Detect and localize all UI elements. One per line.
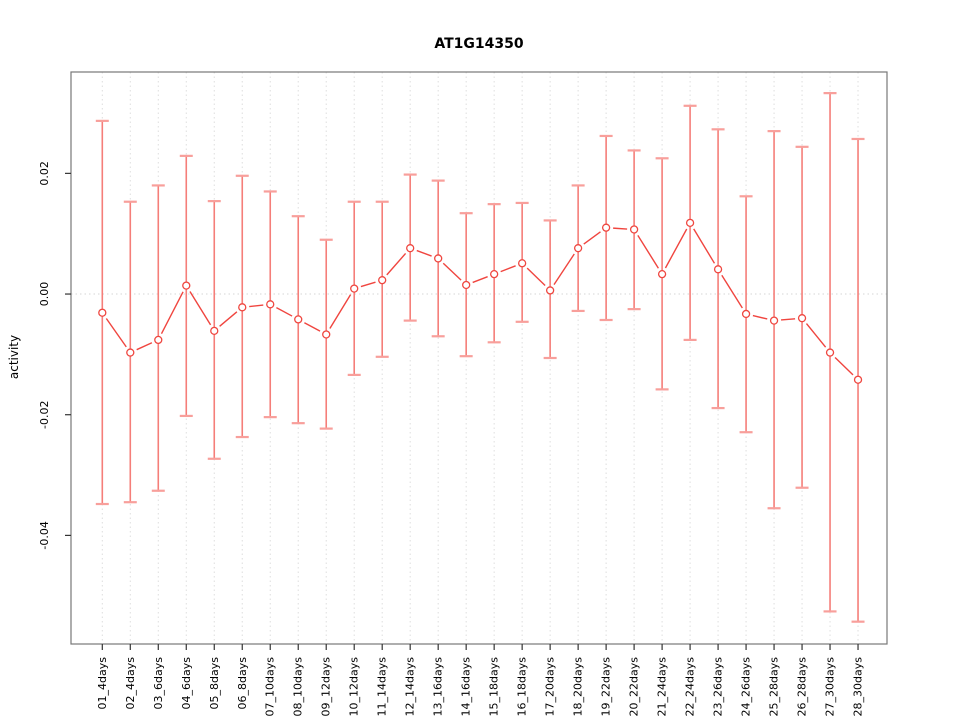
x-tick-label: 13_16days — [432, 657, 445, 717]
data-point-marker — [657, 269, 667, 279]
series-segment — [189, 291, 212, 326]
data-point-marker — [713, 265, 723, 274]
x-tick-label: 14_16days — [460, 657, 473, 717]
series-segment — [136, 342, 153, 351]
data-point-marker — [685, 218, 695, 227]
data-point-marker — [322, 330, 331, 339]
y-tick-label: -0.02 — [38, 400, 51, 428]
series-segment — [105, 318, 127, 348]
x-tick-label: 23_26days — [712, 657, 725, 717]
data-point-marker — [294, 315, 303, 324]
x-tick-label: 21_24days — [656, 657, 669, 717]
x-tick-label: 25_28days — [768, 657, 781, 717]
data-point-marker — [853, 375, 863, 384]
x-tick-label: 24_26days — [740, 657, 753, 717]
series-segment — [304, 322, 321, 332]
series-segment — [526, 267, 546, 287]
series-segment — [693, 228, 716, 264]
series-segment — [752, 314, 768, 320]
x-tick-label: 19_22days — [600, 657, 613, 717]
data-point-marker — [545, 286, 555, 295]
series-segment — [329, 294, 352, 329]
x-tick-label: 11_14days — [376, 657, 389, 717]
series-segment — [664, 228, 688, 269]
x-tick-label: 15_18days — [488, 657, 501, 717]
x-tick-label: 09_12days — [320, 657, 333, 717]
data-point-marker — [238, 303, 247, 312]
series-segment — [583, 231, 601, 245]
data-point-marker — [741, 309, 751, 319]
series-segment — [249, 304, 264, 308]
series-segment — [160, 291, 184, 334]
data-point-marker — [350, 284, 359, 293]
data-point-marker — [629, 225, 639, 234]
data-point-marker — [601, 223, 611, 232]
data-point-marker — [406, 244, 415, 253]
x-tick-label: 03_6days — [152, 657, 165, 710]
x-tick-label: 04_6days — [180, 657, 193, 710]
series-segment — [219, 311, 238, 327]
series-segment — [442, 262, 462, 281]
series-segment — [780, 318, 796, 321]
y-tick-label: 0.00 — [38, 282, 51, 307]
data-point-marker — [154, 335, 163, 345]
x-tick-label: 16_18days — [516, 657, 529, 717]
series-segment — [386, 252, 407, 276]
x-tick-label: 12_14days — [404, 657, 417, 717]
x-tick-label: 26_28days — [796, 657, 809, 717]
x-tick-label: 18_20days — [572, 657, 585, 717]
x-tick-label: 10_12days — [348, 657, 361, 717]
series-segment — [637, 235, 659, 269]
data-point-marker — [797, 314, 807, 323]
data-point-marker — [490, 269, 499, 279]
x-tick-label: 05_8days — [208, 657, 221, 710]
series-segment — [472, 276, 488, 284]
chart-title: AT1G14350 — [434, 36, 524, 52]
series-segment — [500, 265, 516, 273]
x-tick-label: 07_10days — [264, 657, 277, 717]
y-tick-label: 0.02 — [38, 161, 51, 186]
data-point-marker — [769, 316, 779, 325]
data-point-marker — [266, 300, 275, 309]
series-segment — [553, 253, 575, 285]
series-segment — [805, 323, 827, 348]
data-point-marker — [825, 348, 835, 357]
series-segment — [360, 281, 376, 288]
data-point-marker — [182, 281, 191, 290]
y-tick-label: -0.04 — [38, 521, 51, 549]
series-segment — [416, 249, 432, 257]
series-segment — [276, 307, 293, 317]
x-tick-label: 28_30days — [852, 657, 865, 717]
x-tick-label: 22_24days — [684, 657, 697, 717]
plot-border — [70, 71, 888, 645]
x-tick-label: 01_4days — [96, 657, 109, 710]
y-axis-label: activity — [7, 334, 21, 380]
data-point-marker — [210, 326, 219, 335]
data-point-marker — [434, 254, 443, 263]
data-point-marker — [573, 244, 583, 253]
x-tick-label: 27_30days — [824, 657, 837, 717]
data-point-marker — [518, 259, 527, 268]
data-point-marker — [126, 348, 135, 357]
x-tick-label: 02_4days — [124, 657, 137, 710]
x-tick-label: 06_8days — [236, 657, 249, 710]
data-point-marker — [98, 308, 107, 317]
x-tick-label: 20_22days — [628, 657, 641, 717]
data-point-marker — [378, 276, 387, 285]
data-point-marker — [462, 280, 471, 290]
series-segment — [834, 356, 854, 376]
series-segment — [721, 274, 743, 309]
x-tick-label: 08_10days — [292, 657, 305, 717]
x-tick-label: 17_20days — [544, 657, 557, 717]
series-segment — [613, 227, 628, 230]
